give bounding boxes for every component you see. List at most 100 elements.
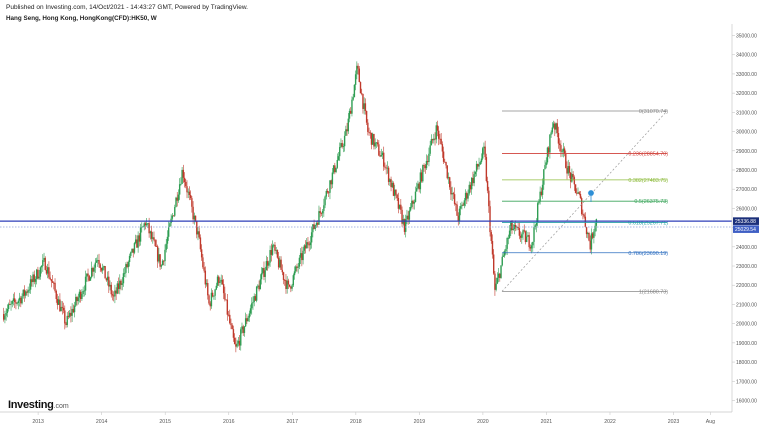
candle-body xyxy=(106,276,109,281)
candle-body xyxy=(474,171,477,175)
candle-body xyxy=(462,204,464,206)
candle-body xyxy=(198,231,200,238)
candle-body xyxy=(319,211,321,214)
candle-body xyxy=(577,192,579,194)
candle-body xyxy=(207,283,209,296)
candle-body xyxy=(434,138,436,140)
candle-body xyxy=(585,227,588,235)
candle-body xyxy=(417,183,419,189)
candle-body xyxy=(274,244,276,251)
candle-body xyxy=(439,138,441,140)
candle-body xyxy=(70,312,72,316)
horizontal-levels[interactable] xyxy=(0,220,732,228)
candle-body xyxy=(260,273,263,280)
candle-body xyxy=(240,329,242,346)
candle-body xyxy=(109,284,111,287)
candle-body xyxy=(11,301,13,304)
candle-body xyxy=(4,315,6,320)
candle-body xyxy=(6,309,9,314)
candle-body xyxy=(44,257,46,270)
candle-body xyxy=(119,280,121,289)
candle-body xyxy=(132,248,134,253)
candle-body xyxy=(178,184,181,195)
candle-body xyxy=(398,204,401,209)
fibonacci-retracement[interactable]: 0(31070.74) 0.236(28854.70) 0.382(27483.75… xyxy=(501,109,668,295)
y-tick-label: 21000.00 xyxy=(736,302,757,308)
candle-body xyxy=(380,155,382,157)
candle-body xyxy=(57,299,60,305)
candle-body xyxy=(241,326,243,330)
candle-body xyxy=(55,290,57,300)
candle-body xyxy=(229,314,231,324)
candle-body xyxy=(65,323,67,326)
candle-body xyxy=(16,302,18,304)
candle-body xyxy=(368,131,370,133)
candle-body xyxy=(280,259,282,270)
candle-body xyxy=(290,286,292,289)
candle-body xyxy=(409,206,412,211)
candle-body xyxy=(128,255,131,263)
candle-body xyxy=(98,260,100,265)
candle-body xyxy=(558,143,561,146)
candle-body xyxy=(144,223,147,226)
candle-body xyxy=(412,200,414,204)
candle-body xyxy=(100,267,103,271)
candle-body xyxy=(494,273,496,290)
candle-body xyxy=(249,308,252,314)
candle-body xyxy=(422,165,424,182)
candle-body xyxy=(361,93,363,95)
candle-body xyxy=(302,250,304,261)
candle-body xyxy=(535,223,538,226)
candle-body xyxy=(485,157,488,182)
candle-body xyxy=(187,191,189,193)
candle-body xyxy=(383,152,385,167)
candle-body xyxy=(176,197,178,201)
y-tick-label: 31000.00 xyxy=(736,110,757,116)
candle-body xyxy=(514,224,517,228)
candle-body xyxy=(136,239,138,248)
candle-body xyxy=(244,318,247,327)
candle-body xyxy=(530,245,533,249)
candle-body xyxy=(400,204,402,210)
x-tick-label: 2018 xyxy=(350,419,362,425)
candle-body xyxy=(499,273,501,278)
candle-body xyxy=(391,182,393,188)
candle-body xyxy=(32,274,34,283)
candle-body xyxy=(479,162,481,165)
candle-body xyxy=(87,273,89,276)
candle-body xyxy=(298,257,301,267)
marker-pin-icon xyxy=(587,189,595,197)
candle-body xyxy=(114,290,116,297)
candle-body xyxy=(529,247,532,249)
candle-body xyxy=(453,194,456,204)
candle-body xyxy=(546,147,549,163)
candle-body xyxy=(336,159,338,168)
fib-level-label: 1(21680.73) xyxy=(639,289,668,295)
fib-level-label: 0.236(28854.70) xyxy=(628,152,668,158)
candle-body xyxy=(328,192,330,194)
candle-body xyxy=(75,296,77,306)
candle-body xyxy=(89,277,92,281)
candle-body xyxy=(82,290,84,295)
x-tick-label: 2016 xyxy=(223,419,235,425)
candle-body xyxy=(164,249,166,262)
candle-body xyxy=(225,299,227,301)
candle-body xyxy=(265,261,268,271)
candle-body xyxy=(148,223,150,234)
price-badge xyxy=(733,225,759,233)
candle-body xyxy=(26,291,28,293)
candle-body xyxy=(167,226,170,237)
candle-body xyxy=(313,224,315,229)
y-tick-label: 19000.00 xyxy=(736,341,757,347)
candle-body xyxy=(501,256,503,266)
candle-body xyxy=(481,148,484,159)
y-tick-label: 20000.00 xyxy=(736,322,757,328)
candle-body xyxy=(21,296,23,304)
candle-body xyxy=(40,265,43,268)
candle-body xyxy=(419,172,422,190)
candle-body xyxy=(348,110,351,119)
candle-body xyxy=(126,264,128,268)
candle-body xyxy=(38,276,40,279)
candle-body xyxy=(54,282,56,291)
